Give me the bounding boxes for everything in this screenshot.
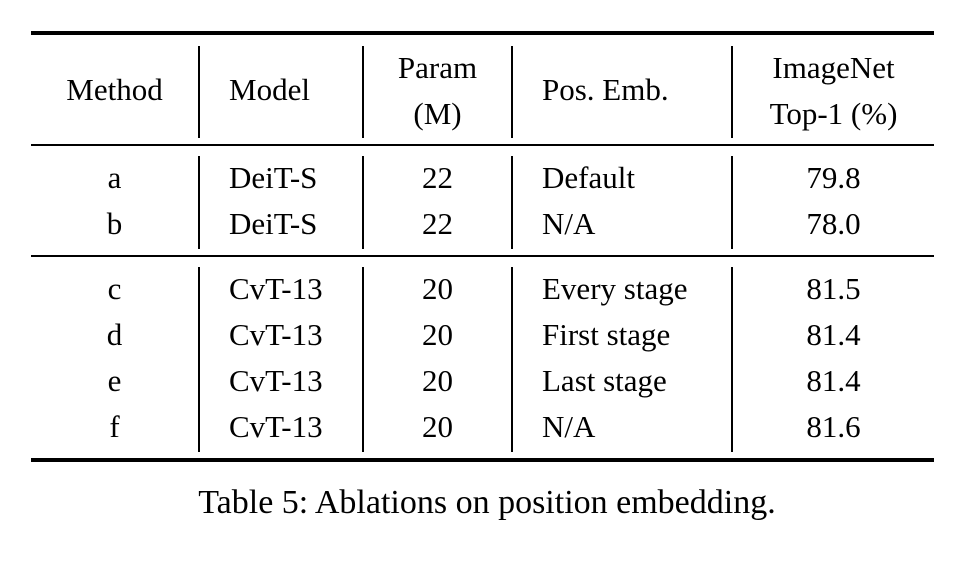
column-divider — [511, 156, 513, 249]
header-rule — [31, 144, 934, 146]
cell-pos-emb: Last stage — [542, 363, 667, 398]
top-rule — [31, 31, 934, 35]
column-divider — [198, 46, 200, 138]
cell-param: 22 — [422, 206, 453, 241]
cell-param: 20 — [422, 409, 453, 444]
cell-pos-emb: N/A — [542, 206, 596, 241]
header-model: Model — [229, 72, 310, 107]
cell-top1: 81.6 — [806, 409, 861, 444]
cell-model: CvT-13 — [229, 271, 323, 306]
cell-model: CvT-13 — [229, 363, 323, 398]
column-divider — [362, 267, 364, 452]
column-divider — [511, 267, 513, 452]
cell-top1: 81.5 — [806, 271, 861, 306]
column-divider — [511, 46, 513, 138]
header-pos-emb: Pos. Emb. — [542, 72, 669, 107]
header-method: Method — [66, 72, 163, 107]
cell-pos-emb: Default — [542, 160, 635, 195]
cell-param: 20 — [422, 271, 453, 306]
cell-method: c — [107, 271, 122, 306]
column-divider — [731, 156, 733, 249]
header-param-unit: (M) — [413, 96, 462, 131]
cell-model: CvT-13 — [229, 317, 323, 352]
cell-method: f — [109, 409, 120, 444]
cell-top1: 79.8 — [806, 160, 861, 195]
cell-method: d — [106, 317, 123, 352]
cell-pos-emb: Every stage — [542, 271, 688, 306]
header-param: Param — [397, 50, 478, 85]
header-imagenet: ImageNet — [772, 50, 895, 85]
cell-model: DeiT-S — [229, 206, 318, 241]
header-top1: Top-1 (%) — [769, 96, 898, 131]
cell-top1: 81.4 — [806, 363, 861, 398]
cell-pos-emb: N/A — [542, 409, 596, 444]
cell-method: e — [107, 363, 122, 398]
column-divider — [731, 46, 733, 138]
column-divider — [731, 267, 733, 452]
cell-param: 20 — [422, 363, 453, 398]
cell-model: CvT-13 — [229, 409, 323, 444]
cell-top1: 78.0 — [806, 206, 861, 241]
cell-method: b — [106, 206, 123, 241]
cell-model: DeiT-S — [229, 160, 318, 195]
bottom-rule — [31, 458, 934, 462]
cell-method: a — [107, 160, 122, 195]
group-rule — [31, 255, 934, 257]
cell-pos-emb: First stage — [542, 317, 671, 352]
cell-top1: 81.4 — [806, 317, 861, 352]
column-divider — [362, 46, 364, 138]
cell-param: 20 — [422, 317, 453, 352]
table-caption: Table 5: Ablations on position embedding… — [198, 484, 776, 521]
column-divider — [198, 156, 200, 249]
column-divider — [362, 156, 364, 249]
column-divider — [198, 267, 200, 452]
cell-param: 22 — [422, 160, 453, 195]
